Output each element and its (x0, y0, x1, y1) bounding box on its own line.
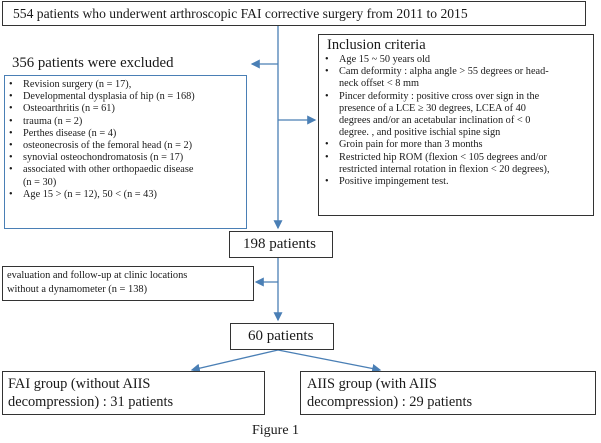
inclusion-item: Cam deformity : alpha angle > 55 degrees… (323, 66, 590, 90)
excluded-item-line: Age 15 > (n = 12), 50 < (n = 43) (23, 188, 157, 200)
excluded-item-line: synovial osteochondromatosis (n = 17) (23, 152, 184, 164)
aiis-group-line-2: decompression) : 29 patients (307, 394, 473, 410)
excluded-item-line: Osteoarthritis (n = 61) (23, 103, 115, 115)
inclusion-item-line: neck offset < 8 mm (339, 78, 419, 90)
inclusion-item: Age 15 ~ 50 years old (323, 54, 590, 66)
excluded-item: Osteoarthritis (n = 61) (7, 103, 243, 115)
excluded-item: osteonecrosis of the femoral head (n = 2… (7, 140, 243, 152)
inclusion-item-line: degree. , and positive ischial spine sig… (339, 127, 501, 139)
excluded-item-line: trauma (n = 2) (23, 115, 83, 127)
fai-group-line-1: FAI group (without AIIS (8, 376, 151, 392)
top-box-text: 554 patients who underwent arthroscopic … (13, 6, 468, 21)
inclusion-item-line: Pincer deformity : positive cross over s… (339, 90, 540, 102)
excluded-item: Developmental dysplasia of hip (n = 168) (7, 91, 243, 103)
excluded-item-line: associated with other orthopaedic diseas… (23, 164, 194, 176)
inclusion-item-line: Positive impingement test. (339, 176, 449, 188)
aiis-group-line-1: AIIS group (with AIIS (307, 376, 437, 392)
excluded-list: Revision surgery (n = 17),Developmental … (7, 79, 243, 201)
excluded-title: 356 patients were excluded (12, 55, 174, 71)
excluded-item-line: osteonecrosis of the femoral head (n = 2… (23, 140, 193, 152)
excluded-item: Age 15 > (n = 12), 50 < (n = 43) (7, 189, 243, 201)
patients-60-box: 60 patients (230, 323, 334, 350)
inclusion-item-line: Cam deformity : alpha angle > 55 degrees… (339, 66, 549, 78)
inclusion-item-line: Age 15 ~ 50 years old (339, 54, 431, 65)
inclusion-list: Age 15 ~ 50 years oldCam deformity : alp… (323, 54, 590, 188)
arrow-60-to-aiis (277, 349, 382, 373)
inclusion-item-line: Groin pain for more than 3 months (339, 139, 483, 151)
inclusion-item: Pincer deformity : positive cross over s… (323, 91, 590, 140)
inclusion-item: Restricted hip ROM (flexion < 105 degree… (323, 152, 590, 176)
patients-198-text: 198 patients (243, 236, 316, 252)
excluded-item-line: Revision surgery (n = 17), (23, 79, 132, 90)
fai-group-box: FAI group (without AIIS decompression) :… (2, 371, 265, 415)
fai-group-line-2: decompression) : 31 patients (8, 394, 174, 410)
inclusion-title: Inclusion criteria (327, 37, 426, 53)
patients-60-text: 60 patients (248, 328, 314, 344)
figure-caption: Figure 1 (252, 423, 300, 438)
patients-198-box: 198 patients (229, 231, 333, 258)
excluded-item: Revision surgery (n = 17), (7, 79, 243, 91)
excluded-item-line: Developmental dysplasia of hip (n = 168) (23, 91, 195, 103)
aiis-group-box: AIIS group (with AIIS decompression) : 2… (300, 371, 596, 415)
dynamometer-line-1: evaluation and follow-up at clinic locat… (7, 270, 188, 281)
inclusion-item-line: presence of a LCE ≥ 30 degrees, LCEA of … (339, 102, 526, 114)
excluded-box: Revision surgery (n = 17),Developmental … (4, 75, 247, 229)
excluded-item: associated with other orthopaedic diseas… (7, 164, 243, 188)
inclusion-item-line: Restricted hip ROM (flexion < 105 degree… (339, 151, 547, 163)
arrow-60-to-fai (190, 349, 279, 373)
excluded-item: Perthes disease (n = 4) (7, 128, 243, 140)
excluded-item: trauma (n = 2) (7, 116, 243, 128)
inclusion-item-line: restricted internal rotation in flexion … (339, 163, 550, 175)
inclusion-item: Groin pain for more than 3 months (323, 139, 590, 151)
excluded-item-line: Perthes disease (n = 4) (23, 127, 117, 139)
dynamometer-line-2: without a dynamometer (n = 138) (7, 283, 148, 295)
excluded-item: synovial osteochondromatosis (n = 17) (7, 152, 243, 164)
top-box: 554 patients who underwent arthroscopic … (2, 1, 586, 26)
inclusion-box: Inclusion criteria Age 15 ~ 50 years old… (318, 34, 594, 216)
dynamometer-box: evaluation and follow-up at clinic locat… (2, 266, 254, 301)
excluded-item-line: (n = 30) (23, 176, 57, 188)
inclusion-item-line: degrees and/or an acetabular inclination… (339, 115, 531, 127)
inclusion-item: Positive impingement test. (323, 176, 590, 188)
